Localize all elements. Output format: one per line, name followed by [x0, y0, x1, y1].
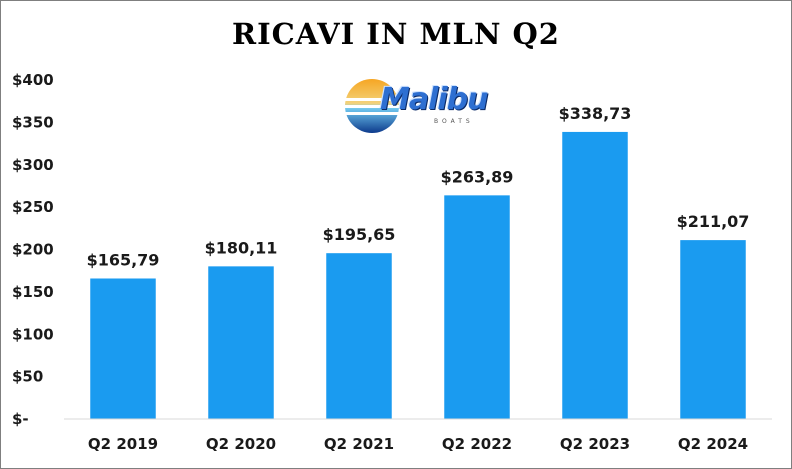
data-label: $180,11: [205, 238, 278, 257]
bar: [680, 240, 746, 419]
x-tick-label: Q2 2024: [678, 435, 748, 453]
x-axis-category-labels: Q2 2019 Q2 2020 Q2 2021 Q2 2022 Q2 2023 Q2 20…: [88, 435, 748, 453]
chart-title: RICAVI IN MLN Q2: [231, 17, 560, 51]
bar: [90, 278, 156, 419]
malibu-boats-logo: Malibu BOATS: [338, 74, 510, 138]
x-tick-label: Q2 2020: [206, 435, 276, 453]
logo-sub-text: BOATS: [434, 118, 474, 125]
data-label: $165,79: [87, 250, 160, 269]
y-tick-label: $250: [12, 198, 54, 216]
logo-brand-text: Malibu: [380, 82, 488, 117]
y-tick-label: $100: [12, 325, 54, 343]
bar: [326, 253, 392, 419]
y-tick-label: $400: [12, 71, 54, 89]
bar: [208, 266, 274, 419]
bars: [90, 131, 746, 419]
bar: [444, 195, 510, 419]
x-tick-label: Q2 2022: [442, 435, 512, 453]
data-label: $338,73: [559, 104, 632, 123]
y-tick-label: $200: [12, 241, 54, 259]
data-labels: $165,79 $180,11 $195,65 $263,89 $338,73 $211,…: [87, 104, 750, 270]
data-label: $211,07: [677, 212, 750, 231]
data-label: $263,89: [441, 167, 514, 186]
x-tick-label: Q2 2021: [324, 435, 394, 453]
x-tick-label: Q2 2019: [88, 435, 158, 453]
y-tick-label: $300: [12, 156, 54, 174]
y-tick-label: $350: [12, 113, 54, 131]
bar: [562, 131, 628, 419]
y-tick-label: $-: [12, 410, 29, 428]
y-tick-label: $150: [12, 283, 54, 301]
y-axis-tick-labels: $- $50 $100 $150 $200 $250 $300 $350 $400: [12, 71, 54, 428]
x-tick-label: Q2 2023: [560, 435, 630, 453]
y-tick-label: $50: [12, 368, 43, 386]
data-label: $195,65: [323, 225, 396, 244]
sun-emblem-icon: [342, 79, 404, 133]
